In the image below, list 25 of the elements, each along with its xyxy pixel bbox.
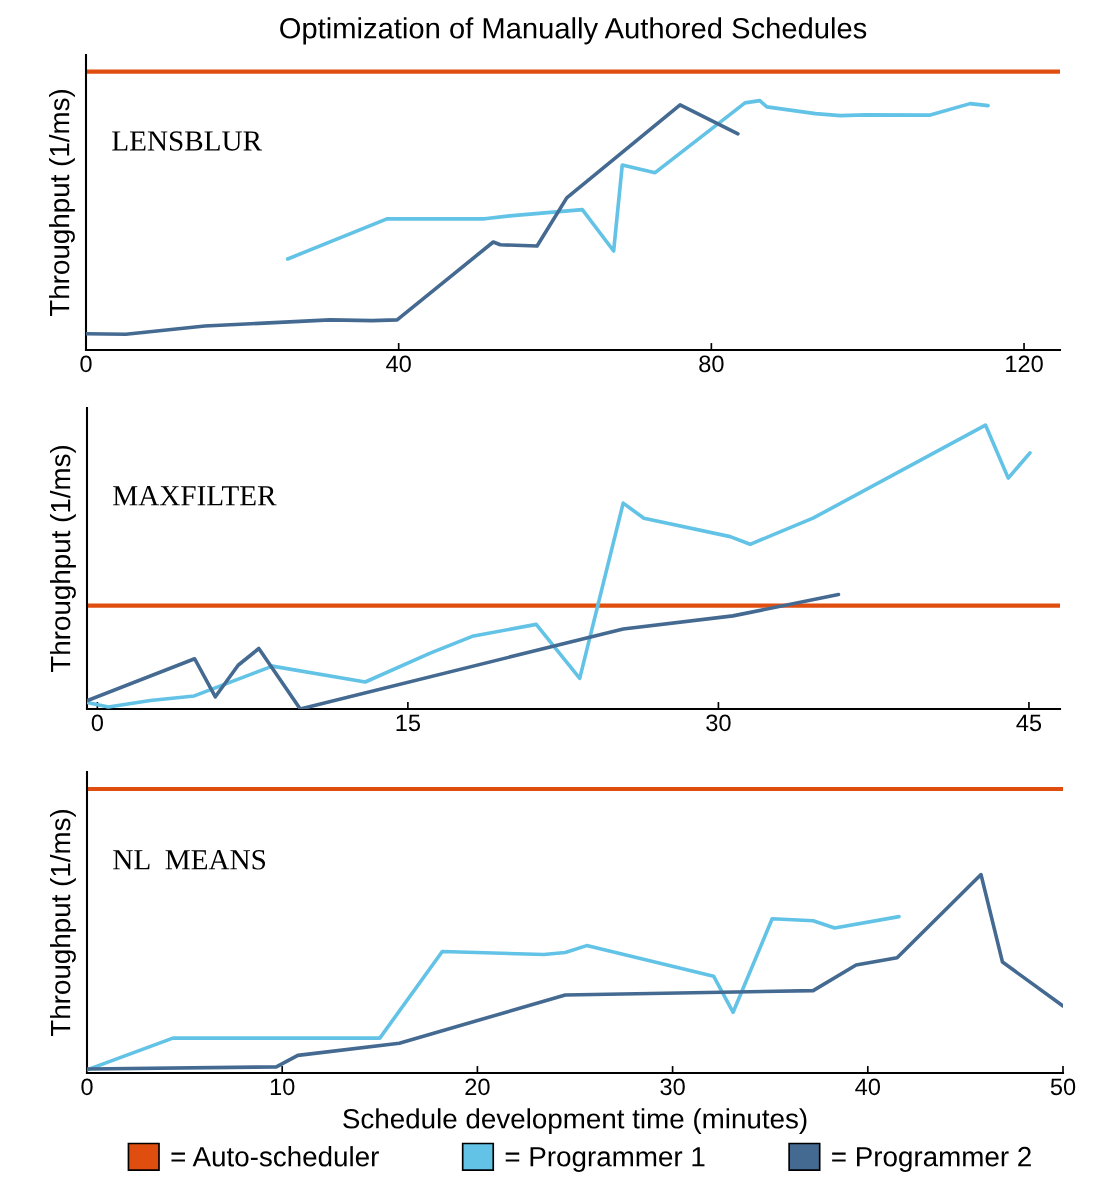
y-axis-title: Throughput (1/ms) — [48, 89, 75, 317]
x-tick-label: 120 — [1006, 355, 1043, 373]
legend-label: = Programmer 2 — [832, 1146, 1031, 1172]
x-axis-title: Schedule development time (minutes) — [343, 1108, 807, 1135]
x-tick-label: 20 — [465, 1078, 490, 1096]
y-axis-title: Throughput (1/ms) — [49, 445, 76, 673]
x-tick-label: 0 — [81, 1078, 93, 1096]
x-tick-label: 0 — [80, 355, 92, 373]
x-tick-label: 40 — [386, 355, 411, 373]
x-tick-label: 10 — [270, 1078, 295, 1096]
chart-title: Optimization of Manually Authored Schedules — [280, 17, 867, 45]
legend-label: = Auto-scheduler — [171, 1146, 379, 1167]
x-tick-label: 15 — [396, 714, 421, 732]
legend-label: = Programmer 1 — [505, 1147, 705, 1172]
annotation: MAXFILTER — [113, 486, 277, 506]
x-tick-label: 50 — [1050, 1078, 1076, 1096]
x-tick-label: 80 — [699, 355, 724, 373]
x-tick-label: 0 — [91, 714, 103, 732]
annotation: LENSBLUR — [112, 131, 262, 151]
x-tick-label: 45 — [1016, 714, 1042, 732]
y-axis-title: Throughput (1/ms) — [49, 809, 76, 1037]
x-tick-label: 30 — [706, 714, 731, 732]
x-tick-label: 40 — [855, 1078, 881, 1096]
text: NL MEANS — [113, 850, 266, 870]
x-tick-label: 30 — [660, 1078, 685, 1096]
